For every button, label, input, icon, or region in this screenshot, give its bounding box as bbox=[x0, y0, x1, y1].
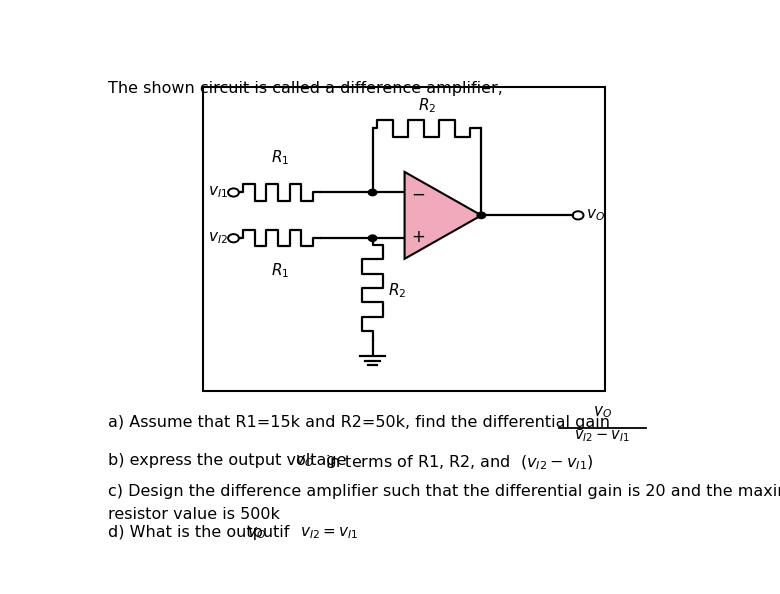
Text: $v_{I1}$: $v_{I1}$ bbox=[207, 185, 228, 200]
Text: $+$: $+$ bbox=[411, 228, 425, 246]
Text: $v_{I2}-v_{I1}$: $v_{I2}-v_{I1}$ bbox=[574, 428, 630, 444]
Text: c) Design the difference amplifier such that the differential gain is 20 and the: c) Design the difference amplifier such … bbox=[108, 484, 780, 499]
Circle shape bbox=[368, 235, 377, 241]
Text: if: if bbox=[268, 525, 300, 540]
Text: $R_2$: $R_2$ bbox=[388, 282, 406, 300]
Text: $R_1$: $R_1$ bbox=[271, 148, 289, 168]
Text: $v_{I2}$: $v_{I2}$ bbox=[207, 230, 228, 246]
Text: in terms of R1, R2, and  $\left(v_{I2}-v_{I1}\right)$: in terms of R1, R2, and $\left(v_{I2}-v_… bbox=[315, 453, 594, 472]
Text: The shown circuit is called a difference amplifier,: The shown circuit is called a difference… bbox=[108, 81, 503, 96]
Text: d) What is the output: d) What is the output bbox=[108, 525, 280, 540]
Text: $v_O$: $v_O$ bbox=[593, 404, 612, 420]
Text: $-$: $-$ bbox=[411, 185, 425, 203]
Polygon shape bbox=[405, 172, 481, 259]
Circle shape bbox=[477, 212, 486, 219]
Bar bbox=[204, 87, 605, 391]
Text: b) express the output voltage: b) express the output voltage bbox=[108, 453, 347, 468]
Text: $v_O$: $v_O$ bbox=[586, 207, 605, 223]
Text: $R_2$: $R_2$ bbox=[418, 96, 436, 115]
Text: $R_1$: $R_1$ bbox=[271, 261, 289, 280]
Text: $v_O$: $v_O$ bbox=[295, 453, 314, 469]
Text: $v_O$: $v_O$ bbox=[247, 525, 267, 541]
Text: $v_{I2}=v_{I1}$: $v_{I2}=v_{I1}$ bbox=[300, 525, 358, 541]
Text: resistor value is 500k: resistor value is 500k bbox=[108, 507, 280, 522]
Text: a) Assume that R1=15k and R2=50k, find the differential gain: a) Assume that R1=15k and R2=50k, find t… bbox=[108, 415, 611, 430]
Circle shape bbox=[368, 189, 377, 195]
